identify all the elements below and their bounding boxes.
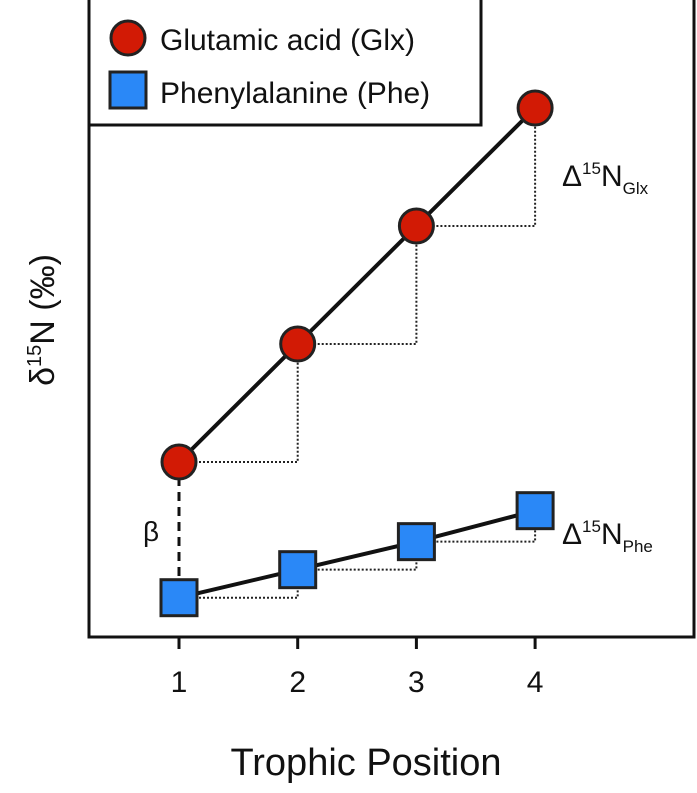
phe-delta-annotation: Δ15NPhe [562,517,653,556]
delta-step-line [297,226,418,345]
glx-data-point [160,443,198,481]
phe-data-point [515,491,555,531]
phe-data-point [396,522,436,562]
delta-step-line [416,108,537,227]
glx-data-point [397,207,435,245]
phe-series-line [178,508,536,600]
x-tick-label: 4 [527,666,544,699]
legend-box [87,0,483,127]
legend-phe-label: Phenylalanine (Phe) [160,77,430,110]
x-tick-label: 2 [289,666,306,699]
glx-data-point [279,325,317,363]
glx-series-line [177,106,537,464]
beta-annotation: β [143,516,159,547]
glx-delta-annotation: Δ15NGlx [562,159,649,198]
legend: Glutamic acid (Glx) Phenylalanine (Phe) [87,0,483,127]
legend-glx-marker [109,19,147,57]
legend-glx-label: Glutamic acid (Glx) [160,24,415,57]
delta-step-line [179,344,299,463]
phe-data-point [278,550,318,590]
x-tick-label: 1 [171,666,188,699]
x-axis-label: Trophic Position [230,742,501,784]
phe-data-point [159,578,199,618]
legend-phe-marker [108,70,148,110]
x-tick-label: 3 [408,666,425,699]
glx-data-point [516,89,554,127]
y-axis-label: δ15N (‰) [24,254,62,386]
